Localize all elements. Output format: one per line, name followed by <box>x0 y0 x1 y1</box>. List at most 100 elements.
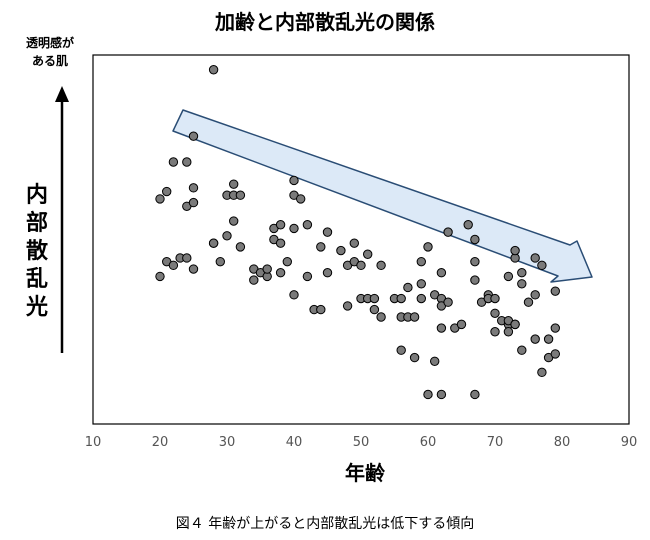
data-point <box>188 183 199 193</box>
data-point <box>416 256 426 267</box>
data-point <box>363 249 373 259</box>
plot-frame <box>92 54 630 425</box>
data-point <box>369 304 380 315</box>
data-point <box>490 308 500 318</box>
data-point <box>503 327 514 337</box>
y-axis-label: 内部散乱光 <box>25 183 48 320</box>
data-point <box>550 286 560 296</box>
data-point <box>470 256 480 267</box>
data-point <box>443 297 453 307</box>
data-point <box>336 245 346 256</box>
data-point <box>517 345 527 355</box>
data-point <box>282 256 292 267</box>
data-point <box>262 264 272 274</box>
data-point <box>275 238 286 248</box>
data-point <box>550 349 560 359</box>
data-point <box>470 275 480 285</box>
y-axis-arrow-head <box>55 86 69 102</box>
data-point <box>229 216 239 226</box>
data-point <box>396 293 406 304</box>
data-point <box>530 334 540 344</box>
data-point <box>436 389 447 400</box>
data-point <box>423 242 433 252</box>
chart-title: 加齢と内部散乱光の関係 <box>215 10 435 34</box>
data-point <box>510 245 520 256</box>
x-tick-label: 10 <box>85 435 102 450</box>
data-point <box>409 352 420 363</box>
data-point <box>168 260 179 271</box>
data-point <box>229 179 239 189</box>
data-point <box>443 227 453 237</box>
x-tick-label: 20 <box>152 435 169 450</box>
data-point <box>208 65 219 75</box>
data-points <box>155 65 560 400</box>
y-arrow-label-line-1: 透明感が <box>25 36 74 50</box>
data-point <box>322 268 333 278</box>
x-tick-label: 80 <box>554 435 571 450</box>
data-point <box>222 231 232 241</box>
data-point <box>403 282 413 293</box>
data-point <box>208 238 219 248</box>
data-point <box>537 260 547 271</box>
data-point <box>302 271 313 282</box>
data-point <box>470 234 480 245</box>
data-point <box>275 220 286 230</box>
data-point <box>517 279 527 289</box>
data-point <box>188 197 199 208</box>
data-point <box>523 297 534 307</box>
data-point <box>356 260 366 271</box>
data-point <box>470 389 480 400</box>
figure-caption: 図４ 年齢が上がると内部散乱光は低下する傾向 <box>175 516 475 532</box>
y-arrow-label: 透明感が ある肌 <box>10 34 90 70</box>
data-point <box>168 157 179 167</box>
data-point <box>490 293 500 304</box>
y-arrow-label-line-2: ある肌 <box>31 54 68 68</box>
data-point <box>188 264 199 274</box>
data-point <box>436 268 447 278</box>
x-tick-label: 30 <box>219 435 236 450</box>
data-point <box>376 312 386 322</box>
data-point <box>436 323 447 333</box>
data-point <box>188 131 199 141</box>
data-point <box>215 256 226 267</box>
data-point <box>162 186 172 197</box>
data-point <box>409 312 420 322</box>
data-point <box>510 319 520 330</box>
data-point <box>349 238 359 248</box>
data-point <box>182 157 192 167</box>
data-point <box>155 271 165 282</box>
data-point <box>423 389 433 400</box>
data-point <box>289 223 299 234</box>
data-point <box>517 268 527 278</box>
x-tick-label: 50 <box>353 435 370 450</box>
data-point <box>543 334 554 344</box>
data-point <box>289 175 299 186</box>
data-point <box>376 260 386 271</box>
data-point <box>155 194 165 204</box>
data-point <box>235 190 246 200</box>
data-point <box>430 356 440 366</box>
data-point <box>537 367 547 378</box>
data-point <box>275 268 286 278</box>
data-point <box>416 279 426 289</box>
data-point <box>249 275 259 285</box>
data-point <box>289 290 299 300</box>
data-point <box>322 227 333 237</box>
x-tick-labels: 10 20 30 40 50 60 70 80 90 <box>85 435 638 450</box>
data-point <box>296 194 306 204</box>
x-tick-label: 60 <box>420 435 437 450</box>
data-point <box>369 293 380 304</box>
data-point <box>490 327 500 337</box>
data-point <box>235 242 246 252</box>
data-point <box>396 345 406 355</box>
x-axis-label: 年齢 <box>345 461 385 485</box>
data-point <box>342 301 353 311</box>
data-point <box>503 271 514 282</box>
data-point <box>550 323 560 333</box>
data-point <box>530 253 540 263</box>
data-point <box>182 253 192 263</box>
data-point <box>463 220 473 230</box>
x-tick-label: 70 <box>487 435 504 450</box>
trend-arrow <box>172 109 593 283</box>
